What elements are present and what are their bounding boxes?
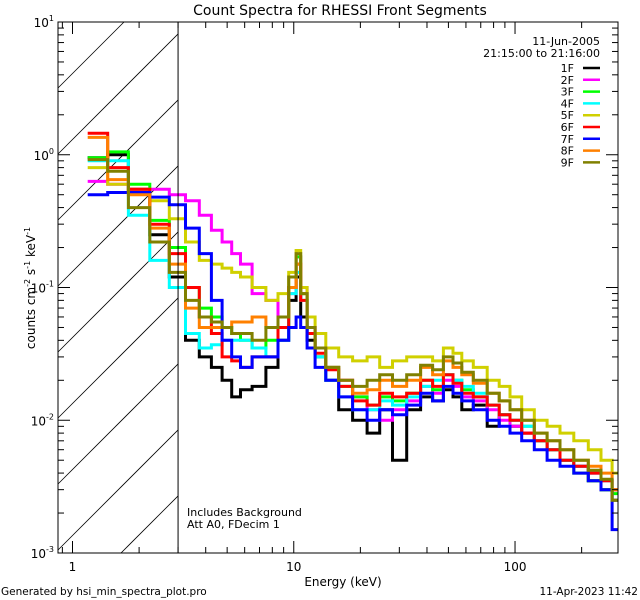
annotation-background: Includes Background bbox=[187, 506, 302, 519]
y-label-part: keV bbox=[24, 234, 38, 261]
y-label-part: counts cm bbox=[24, 287, 38, 349]
axis-ticks bbox=[58, 21, 618, 554]
series-5F bbox=[87, 166, 618, 475]
chart-title: Count Spectra for RHESSI Front Segments bbox=[193, 3, 487, 19]
footer-generated-by: Generated by hsi_min_spectra_plot.pro bbox=[1, 586, 207, 598]
hatch-line bbox=[57, 165, 179, 287]
x-tick-label: 100 bbox=[504, 560, 527, 574]
hatch-line bbox=[57, 297, 179, 419]
date-label: 11-Jun-2005 bbox=[532, 35, 600, 48]
hatch-line bbox=[57, 21, 125, 89]
annotation-attenuator: Att A0, FDecim 1 bbox=[187, 518, 280, 531]
hatch-line bbox=[120, 495, 179, 554]
hatch-line bbox=[57, 33, 179, 155]
y-label-exp: -2 bbox=[23, 279, 32, 287]
y-axis-label: counts cm-2 s-1 keV-1 bbox=[23, 227, 38, 349]
series-9F bbox=[87, 158, 618, 502]
legend-label: 8F bbox=[561, 145, 574, 158]
legend-label: 6F bbox=[561, 121, 574, 134]
shaded-region-hatching bbox=[57, 21, 179, 554]
x-tick-label: 10 bbox=[286, 560, 301, 574]
x-tick-labels: 1 10 100 bbox=[69, 560, 527, 574]
series-6F bbox=[87, 131, 618, 492]
series-group bbox=[87, 131, 618, 532]
y-tick-label: 10-3 bbox=[31, 545, 54, 561]
footer-timestamp: 11-Apr-2023 11:42 bbox=[539, 586, 638, 598]
legend-label: 2F bbox=[561, 74, 574, 87]
y-label-part: s bbox=[24, 269, 38, 279]
y-tick-label: 10-1 bbox=[31, 280, 54, 296]
hatch-line bbox=[57, 231, 179, 353]
y-tick-label: 100 bbox=[34, 147, 54, 163]
series-3F bbox=[87, 150, 618, 496]
legend-label: 3F bbox=[561, 86, 574, 99]
x-axis-label: Energy (keV) bbox=[304, 575, 381, 589]
legend-label: 4F bbox=[561, 97, 574, 110]
y-tick-label: 10-2 bbox=[31, 412, 54, 428]
hatch-line bbox=[57, 429, 179, 551]
series-7F bbox=[87, 191, 618, 532]
plot-frame bbox=[57, 21, 619, 554]
x-tick-label: 1 bbox=[69, 560, 77, 574]
legend-label: 7F bbox=[561, 133, 574, 146]
y-label-exp: -1 bbox=[23, 227, 32, 235]
y-tick-labels: 101 100 10-1 10-2 10-3 bbox=[31, 14, 54, 561]
legend-label: 5F bbox=[561, 109, 574, 122]
y-label-exp: -1 bbox=[23, 261, 32, 269]
legend-label: 9F bbox=[561, 156, 574, 169]
time-range-label: 21:15:00 to 21:16:00 bbox=[483, 47, 600, 60]
y-tick-label: 101 bbox=[34, 14, 54, 30]
hatch-line bbox=[57, 363, 179, 485]
legend-label: 1F bbox=[561, 62, 574, 75]
